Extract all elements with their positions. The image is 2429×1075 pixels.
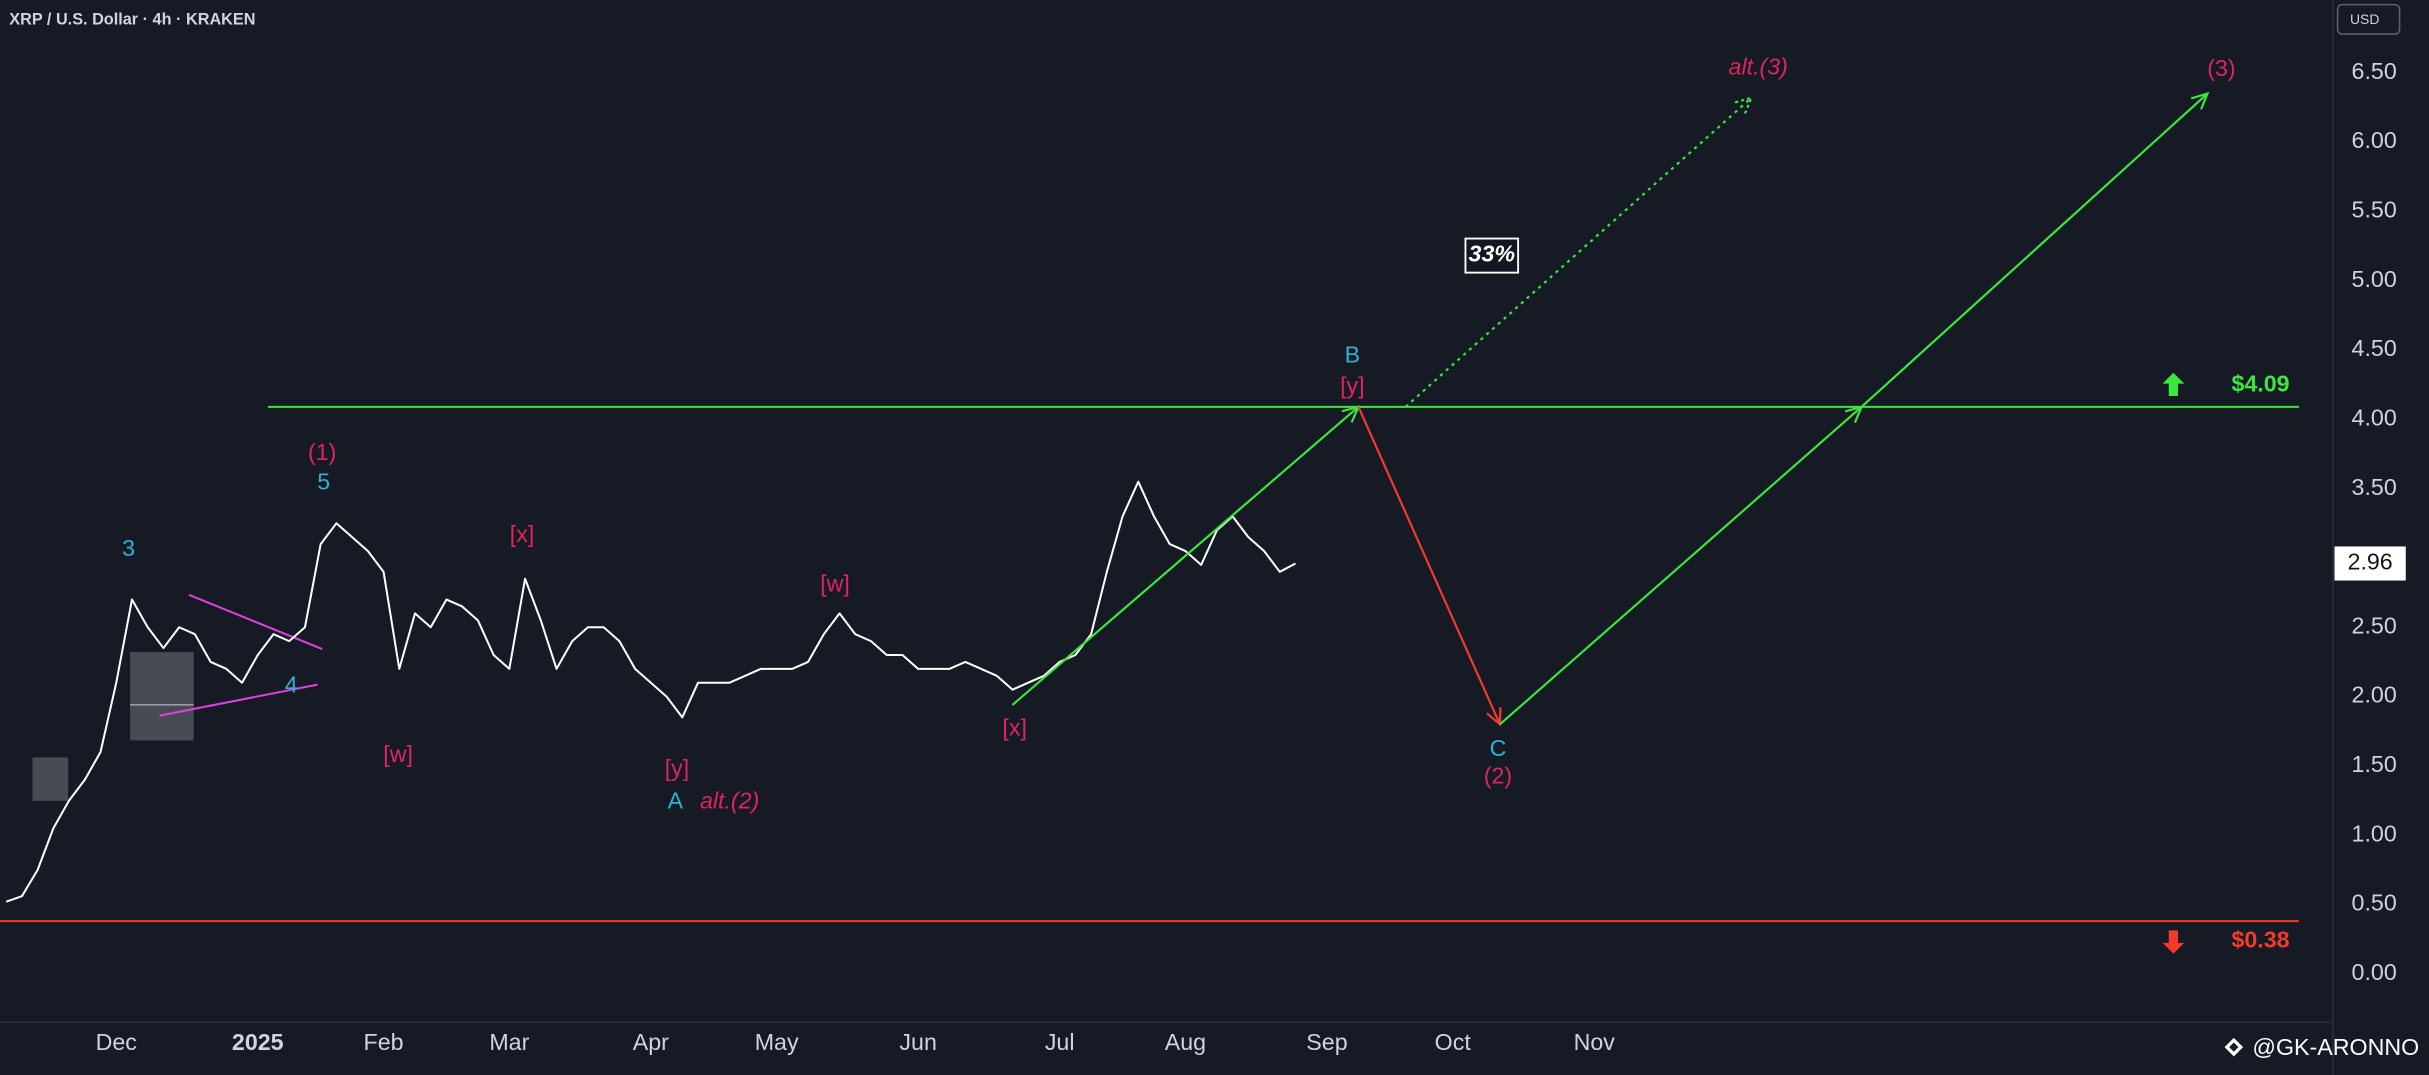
wave-label: [w] bbox=[820, 571, 850, 597]
y-tick-label: 4.50 bbox=[2352, 335, 2397, 361]
arrow-head bbox=[2190, 91, 2210, 110]
wave-label: [y] bbox=[1340, 372, 1365, 398]
currency-label: USD bbox=[2350, 11, 2379, 27]
wave-segment bbox=[1499, 406, 1863, 726]
wave-label: A bbox=[668, 788, 684, 814]
x-tick-label: 2025 bbox=[232, 1029, 284, 1055]
x-tick-label: Nov bbox=[1574, 1029, 1616, 1055]
x-tick-label: Sep bbox=[1306, 1029, 1347, 1055]
wave-label: alt.(2) bbox=[700, 788, 759, 814]
triangle-line bbox=[188, 593, 323, 650]
wave-label: [x] bbox=[510, 521, 535, 547]
y-tick-label: 5.50 bbox=[2352, 197, 2397, 223]
wave-label: (3) bbox=[2207, 55, 2235, 81]
level-arrow bbox=[2162, 930, 2185, 954]
triangle-line bbox=[159, 683, 318, 717]
level-label: $4.09 bbox=[2231, 370, 2289, 396]
wave-label: alt.(3) bbox=[1729, 53, 1788, 79]
wave-segment bbox=[1011, 406, 1360, 706]
level-arrow bbox=[2162, 372, 2185, 397]
x-tick-label: Dec bbox=[96, 1029, 137, 1055]
wave-label: [x] bbox=[1002, 715, 1027, 741]
price-line bbox=[5, 480, 1296, 903]
y-tick-label: 6.00 bbox=[2352, 127, 2397, 153]
y-tick-label: 4.00 bbox=[2352, 404, 2397, 430]
wave-segment bbox=[1860, 92, 2209, 408]
y-tick-label: 2.50 bbox=[2352, 612, 2397, 638]
wave-label: [y] bbox=[665, 755, 690, 781]
wave-label: (1) bbox=[308, 439, 336, 465]
y-tick-label: 3.50 bbox=[2352, 474, 2397, 500]
box bbox=[32, 757, 69, 801]
last-price-label: 2.96 bbox=[2348, 549, 2393, 575]
last-price-box bbox=[2334, 546, 2406, 581]
x-tick-label: Oct bbox=[1435, 1029, 1472, 1055]
x-tick-label: Mar bbox=[489, 1029, 529, 1055]
box bbox=[130, 652, 194, 741]
wave-label: 5 bbox=[317, 468, 330, 494]
x-tick-label: Jul bbox=[1045, 1029, 1075, 1055]
wave-arrow bbox=[1860, 91, 2210, 408]
currency-button[interactable] bbox=[2336, 3, 2401, 35]
y-tick-label: 6.50 bbox=[2352, 58, 2397, 84]
x-tick-label: May bbox=[755, 1029, 799, 1055]
y-tick-label: 5.00 bbox=[2352, 266, 2397, 292]
x-tick-label: Feb bbox=[364, 1029, 404, 1055]
wave-segment bbox=[1357, 406, 1501, 725]
probability-box bbox=[1464, 237, 1520, 274]
x-tick-label: Jun bbox=[899, 1029, 936, 1055]
wave-label: 33% bbox=[1469, 241, 1515, 267]
symbol-title: XRP / U.S. Dollar · 4h · KRAKEN bbox=[9, 10, 255, 28]
watermark: @GK-ARONNO bbox=[2224, 1034, 2419, 1060]
watermark-text: @GK-ARONNO bbox=[2252, 1034, 2419, 1060]
wave-label: 4 bbox=[285, 671, 298, 697]
y-tick-label: 2.00 bbox=[2352, 682, 2397, 708]
wave-label: (2) bbox=[1484, 763, 1512, 789]
level-label: $0.38 bbox=[2231, 926, 2289, 952]
y-tick-label: 0.00 bbox=[2352, 959, 2397, 985]
y-tick-label: 1.00 bbox=[2352, 820, 2397, 846]
x-tick-label: Apr bbox=[633, 1029, 669, 1055]
wave-label: C bbox=[1490, 735, 1507, 761]
y-tick-label: 1.50 bbox=[2352, 751, 2397, 777]
wave-label: [w] bbox=[383, 741, 413, 767]
wave-label: B bbox=[1345, 341, 1361, 367]
x-tick-label: Aug bbox=[1165, 1029, 1206, 1055]
y-tick-label: 0.50 bbox=[2352, 890, 2397, 916]
wave-label: 3 bbox=[122, 535, 135, 561]
